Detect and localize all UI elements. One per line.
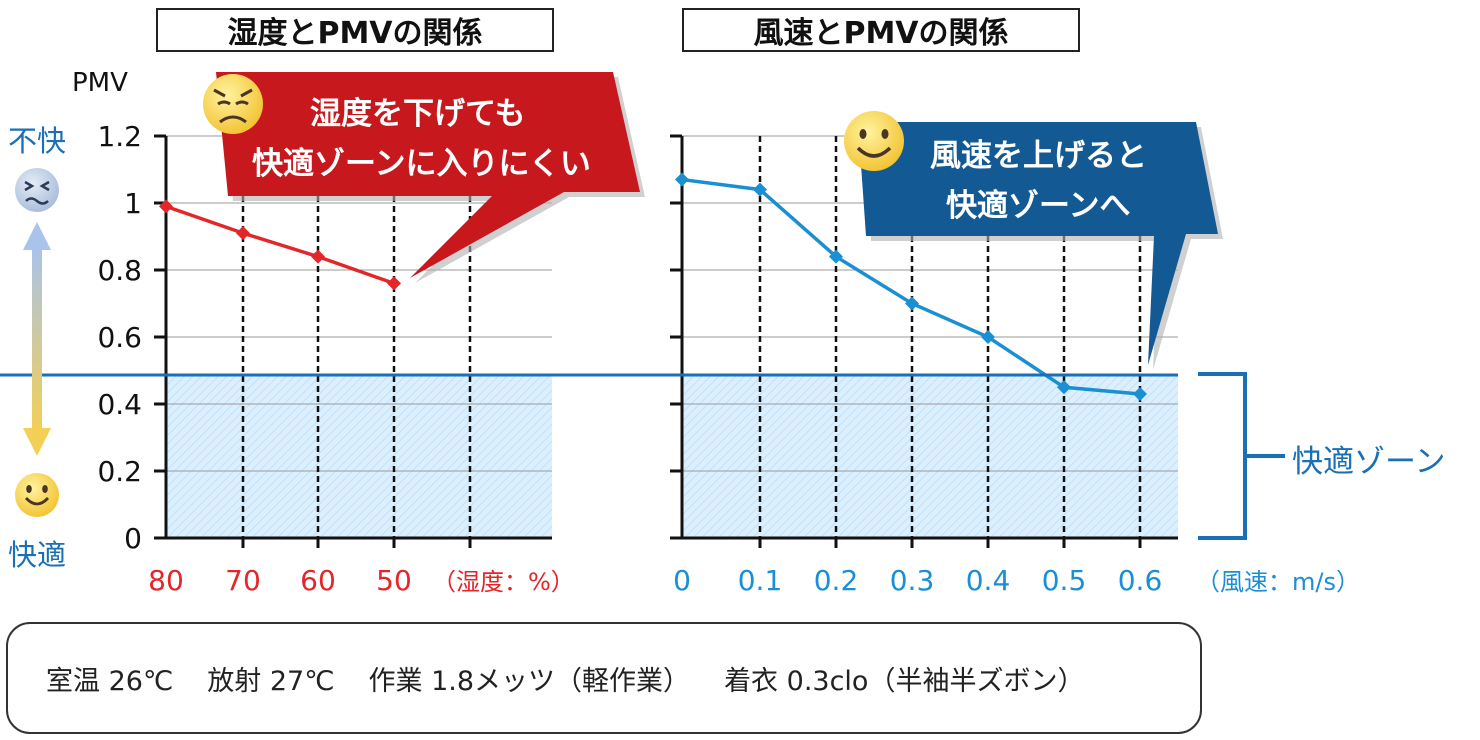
y-tick-label: 0 <box>124 522 142 555</box>
data-point <box>236 226 250 241</box>
title-humidity: 湿度とPMVの関係 <box>156 8 554 52</box>
data-point <box>311 249 325 264</box>
y-tick-label: 0.4 <box>97 388 142 421</box>
y-tick-label: 1 <box>124 187 142 220</box>
series-line <box>165 204 395 286</box>
x-tick-label: 80 <box>148 564 184 597</box>
callout-wind-line2: 快適ゾーンへ <box>946 188 1131 224</box>
discomfort-label: 不快 <box>8 124 67 158</box>
x-tick-label: 70 <box>225 564 261 597</box>
y-tick-label: 0.6 <box>97 321 142 354</box>
y-tick-label: 0.8 <box>97 254 142 287</box>
data-point <box>1133 386 1147 401</box>
discomfort-face-icon <box>15 168 59 212</box>
x-tick-label: 0.6 <box>1118 564 1163 597</box>
condition-room-temp: 室温 26℃ <box>46 665 174 697</box>
data-point <box>387 276 401 291</box>
callout-humidity-line2: 快適ゾーンに入りにくい <box>252 146 591 182</box>
comfort-arrow <box>23 222 51 456</box>
title-wind: 風速とPMVの関係 <box>682 8 1080 52</box>
data-point <box>1057 380 1071 395</box>
x-tick-label: 0.3 <box>890 564 935 597</box>
humidity-chart: 0 0.2 0.4 0.6 0.8 1 1.2 80 70 60 50 （湿度：%） <box>97 120 574 597</box>
x-tick-label: 0.2 <box>814 564 859 597</box>
comfort-zone-area <box>166 373 552 538</box>
x-tick-label: 0.4 <box>966 564 1011 597</box>
data-point <box>675 172 689 187</box>
data-point <box>753 182 767 197</box>
x-axis-label: （湿度：%） <box>432 568 575 596</box>
comfort-label: 快適 <box>8 538 67 572</box>
data-point <box>905 296 919 311</box>
x-tick-label: 0 <box>673 564 691 597</box>
comfort-zone-bracket <box>1198 372 1285 540</box>
x-tick-label: 0.5 <box>1042 564 1087 597</box>
x-tick-label: 50 <box>376 564 412 597</box>
comfort-face-icon <box>15 473 59 517</box>
data-point <box>159 199 173 214</box>
data-point <box>829 249 843 264</box>
sad-face-icon <box>203 74 263 134</box>
y-axis-label: PMV <box>72 68 128 98</box>
x-tick-label: 0.1 <box>738 564 783 597</box>
happy-face-icon <box>844 111 904 171</box>
condition-activity: 作業 1.8メッツ（軽作業） <box>368 665 691 697</box>
x-axis-label: （風速：m/s） <box>1196 568 1360 596</box>
comfort-zone-area <box>682 373 1178 538</box>
callout-humidity-line1: 湿度を下げても <box>310 96 526 132</box>
callout-wind-line1: 風速を上げると <box>930 138 1147 174</box>
callout-humidity <box>216 72 645 283</box>
data-point <box>981 330 995 344</box>
comfort-zone-label: 快適ゾーン <box>1292 444 1446 480</box>
y-tick-label: 1.2 <box>97 120 142 153</box>
x-tick-label: 60 <box>300 564 336 597</box>
y-tick-label: 0.2 <box>97 455 142 488</box>
condition-radiant-temp: 放射 27℃ <box>207 665 335 697</box>
conditions-box: 室温 26℃ 放射 27℃ 作業 1.8メッツ（軽作業） 着衣 0.3clo（半… <box>6 622 1202 734</box>
callout-wind <box>858 122 1223 370</box>
condition-clothing: 着衣 0.3clo（半袖半ズボン） <box>724 665 1085 697</box>
